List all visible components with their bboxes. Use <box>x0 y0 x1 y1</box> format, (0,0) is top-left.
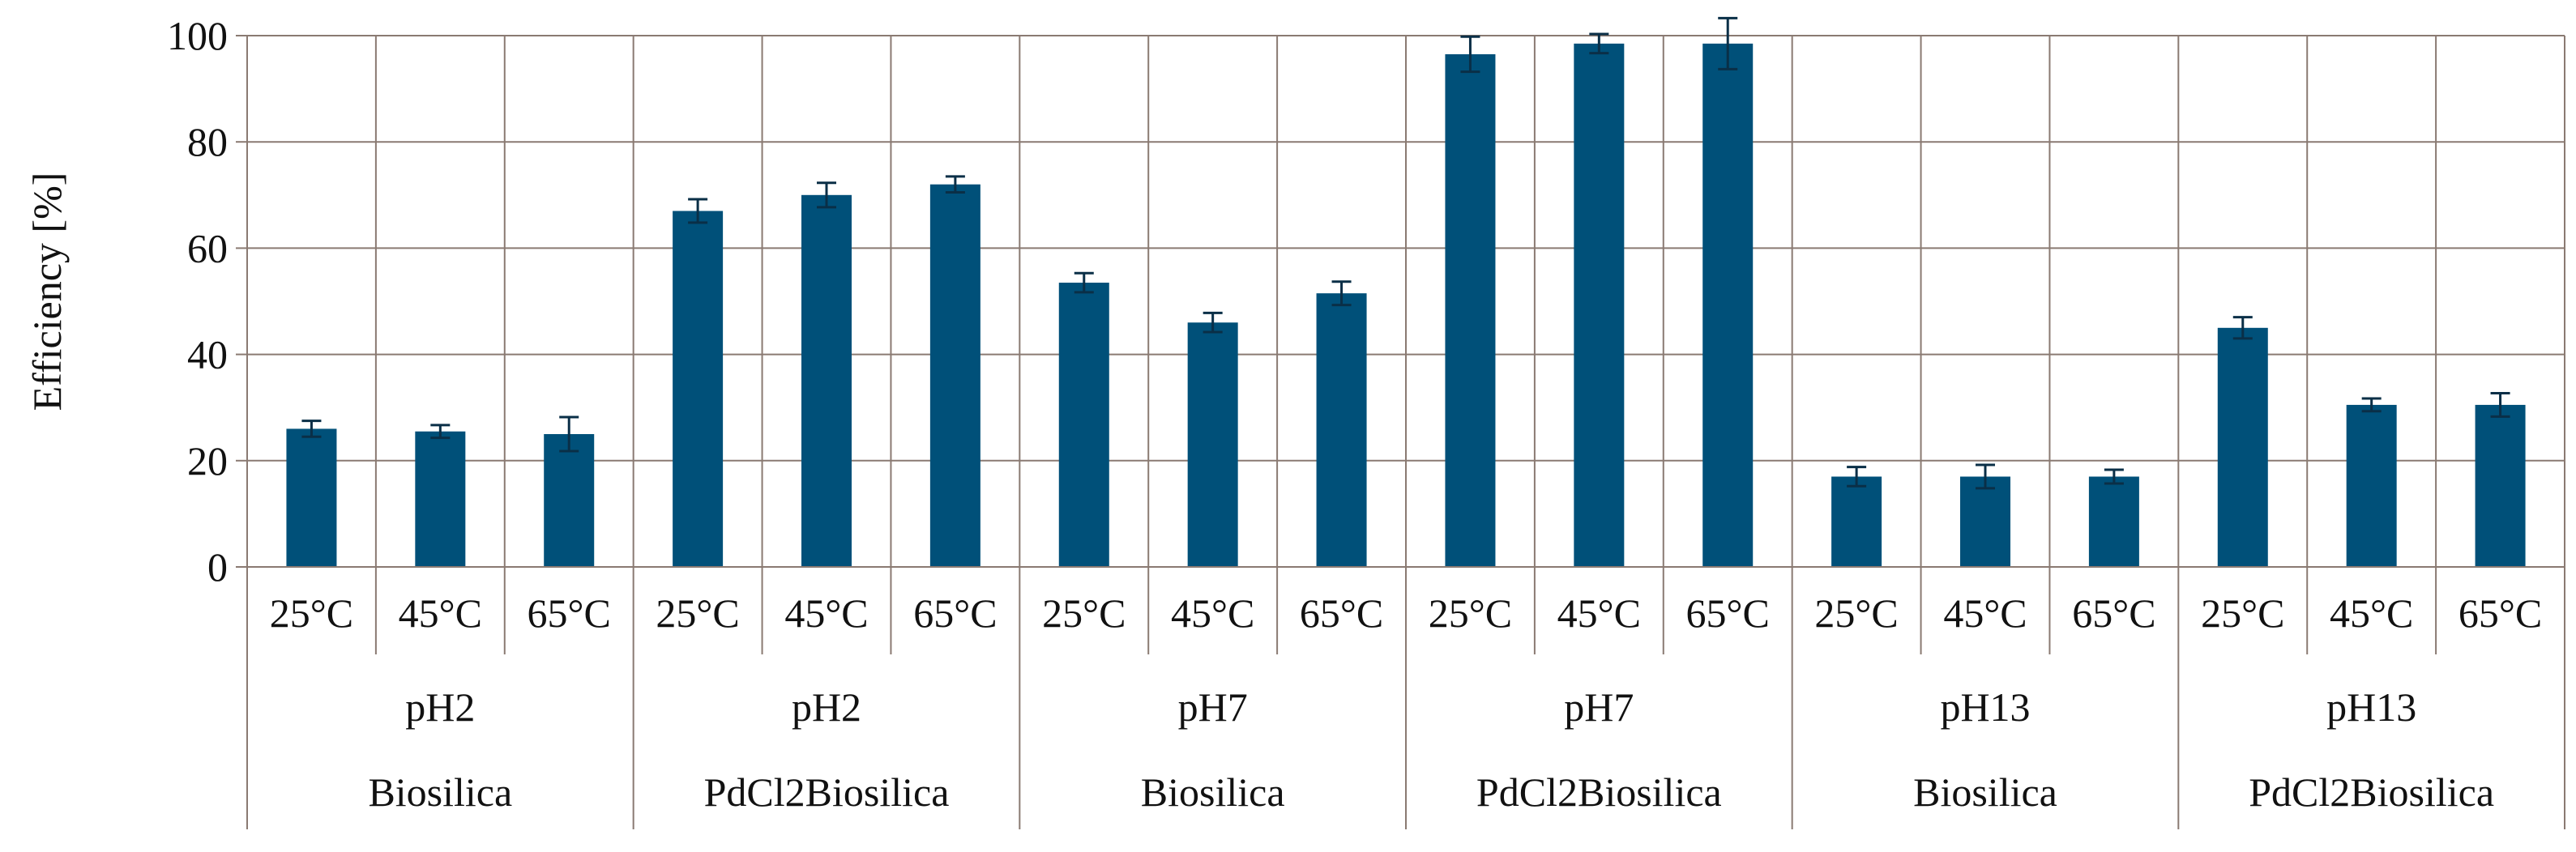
ytick-label-20: 20 <box>187 438 228 484</box>
ytick-label-0: 0 <box>207 544 228 590</box>
bar-3-2 <box>1187 322 1238 567</box>
bar-4-3 <box>1702 43 1754 567</box>
bar-6-2 <box>2346 404 2397 567</box>
temperature-label-2-3: 65°C <box>913 590 997 636</box>
temperature-label-1-3: 65°C <box>528 590 611 636</box>
material-label-3: Biosilica <box>1141 769 1285 815</box>
ph-label-2: pH2 <box>792 684 861 730</box>
ph-label-1: pH2 <box>405 684 475 730</box>
ph-label-4: pH7 <box>1564 684 1634 730</box>
temperature-label-3-3: 65°C <box>1300 590 1383 636</box>
bar-6-3 <box>2475 404 2526 567</box>
material-label-5: Biosilica <box>1913 769 2057 815</box>
bar-5-3 <box>2088 476 2139 567</box>
temperature-label-3-1: 25°C <box>1042 590 1126 636</box>
bar-5-1 <box>1831 476 1882 567</box>
ph-label-6: pH13 <box>2326 684 2416 730</box>
temperature-label-4-2: 45°C <box>1557 590 1641 636</box>
ytick-label-40: 40 <box>187 332 228 377</box>
temperature-label-6-2: 45°C <box>2330 590 2413 636</box>
bar-4-1 <box>1445 53 1496 567</box>
bar-2-2 <box>801 194 852 568</box>
bar-6-1 <box>2217 327 2268 567</box>
temperature-label-5-1: 25°C <box>1814 590 1898 636</box>
temperature-label-1-1: 25°C <box>270 590 353 636</box>
ph-label-3: pH7 <box>1178 684 1248 730</box>
bar-2-1 <box>673 211 724 567</box>
bar-3-3 <box>1316 293 1367 567</box>
bar-1-3 <box>544 434 595 567</box>
temperature-label-3-2: 45°C <box>1171 590 1254 636</box>
material-label-6: PdCl2Biosilica <box>2249 769 2494 815</box>
material-label-1: Biosilica <box>368 769 512 815</box>
temperature-label-4-3: 65°C <box>1686 590 1770 636</box>
y-axis-label: Efficiency [%] <box>24 173 70 411</box>
temperature-label-5-2: 45°C <box>1943 590 2027 636</box>
axis-layer: 0 20 40 60 80 100 25°C 45°C 65°C 25°C 45°C 65°C 25°C… <box>167 13 2565 815</box>
bar-2-3 <box>929 184 980 567</box>
temperature-label-4-1: 25°C <box>1429 590 1512 636</box>
ytick-label-80: 80 <box>187 119 228 164</box>
material-label-4: PdCl2Biosilica <box>1476 769 1722 815</box>
temperature-label-6-1: 25°C <box>2201 590 2284 636</box>
material-label-2: PdCl2Biosilica <box>704 769 950 815</box>
temperature-label-2-2: 45°C <box>784 590 868 636</box>
temperature-label-5-3: 65°C <box>2072 590 2155 636</box>
grid-layer <box>236 35 2565 829</box>
bar-3-1 <box>1058 283 1109 567</box>
temperature-label-6-3: 65°C <box>2459 590 2542 636</box>
bar-1-1 <box>286 428 337 567</box>
ph-label-5: pH13 <box>1940 684 2030 730</box>
bars-layer <box>286 16 2526 568</box>
temperature-label-2-1: 25°C <box>656 590 739 636</box>
ytick-label-60: 60 <box>187 225 228 271</box>
bar-1-2 <box>415 431 466 567</box>
bar-5-2 <box>1960 476 2010 567</box>
temperature-label-1-2: 45°C <box>399 590 482 636</box>
bar-4-2 <box>1574 43 1625 567</box>
ytick-label-100: 100 <box>167 13 228 58</box>
